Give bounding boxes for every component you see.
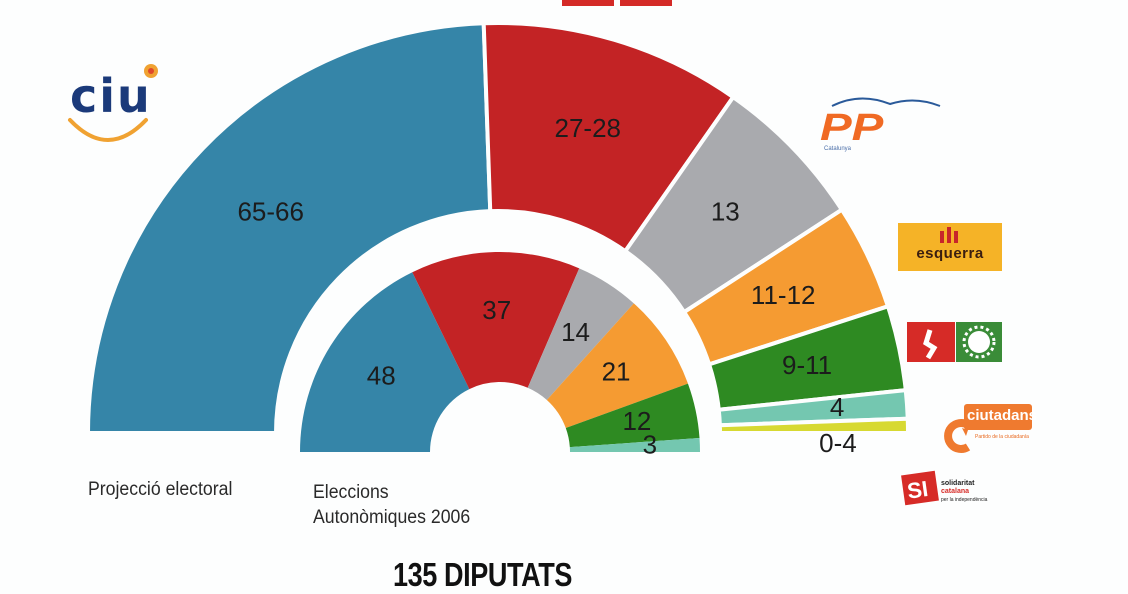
segment-psc [412, 252, 580, 390]
segment-label: 48 [367, 361, 396, 391]
solidaritat-logo: SI [901, 470, 939, 506]
pp-logo-subtitle: Catalunya [824, 146, 852, 152]
svg-text:SI: SI [906, 476, 930, 504]
segment-label: 12 [622, 406, 651, 436]
segment-pp [527, 268, 634, 400]
ciutadans-logo-subtitle: Partido de la ciudadanía [975, 434, 1029, 440]
solidaritat-logo-text: solidaritat catalana per la independènci… [941, 480, 987, 504]
segment-erc-esquerra- [546, 303, 688, 429]
svg-text:PP: PP [820, 106, 884, 148]
segment-label: 21 [602, 357, 631, 387]
segment-label: 37 [482, 295, 511, 325]
inner-caption-line1: Eleccions [313, 482, 389, 503]
pp-logo: PP [820, 97, 941, 149]
erc-logo: esquerra [898, 223, 1002, 271]
ciutadans-logo-c [944, 419, 971, 453]
outer-ring-caption: Projecció electoral [88, 479, 233, 500]
segment-label: 13 [711, 196, 740, 226]
psc-logo [562, 0, 672, 6]
segment-label: 0-4 [819, 428, 857, 458]
segment-label: 14 [561, 317, 590, 347]
ciutadans-logo-text: ciutadans [967, 407, 1038, 424]
segment-ciu [300, 272, 470, 452]
segment-label: 11-12 [751, 280, 816, 310]
inner-ring-caption: Eleccions Autonòmiques 2006 [313, 480, 470, 530]
segment-label: 9-11 [782, 350, 832, 380]
segment-ciutadans [569, 438, 700, 452]
si-line2: catalana [941, 488, 970, 495]
segment-label: 65-66 [237, 196, 304, 226]
erc-logo-text: esquerra [916, 245, 984, 262]
segment-label: 27-28 [554, 113, 621, 143]
total-seats-title: 135 DIPUTATS [393, 556, 573, 593]
icv-euia-logo [907, 322, 1002, 362]
inner-ring-2006: 48 37 14 21 123 [300, 252, 700, 460]
si-line3: per la independència [941, 497, 988, 503]
inner-caption-line2: Autonòmiques 2006 [313, 507, 471, 528]
segment-icv-euia [565, 383, 700, 448]
si-line1: solidaritat [941, 480, 975, 487]
segment-solidaritat-catalana [717, 416, 911, 435]
segment-label: 3 [643, 430, 657, 460]
segment-label: 4 [830, 392, 844, 422]
outer-ring-projection: 65-66 27-28 13 11-12 9-11 4 0-4 [85, 21, 911, 458]
ciu-logo-smile [68, 64, 158, 142]
segment-ciu [85, 21, 493, 435]
ciu-logo: CiU [70, 69, 152, 123]
ciutadans-logo: ciutadans [964, 404, 1037, 430]
